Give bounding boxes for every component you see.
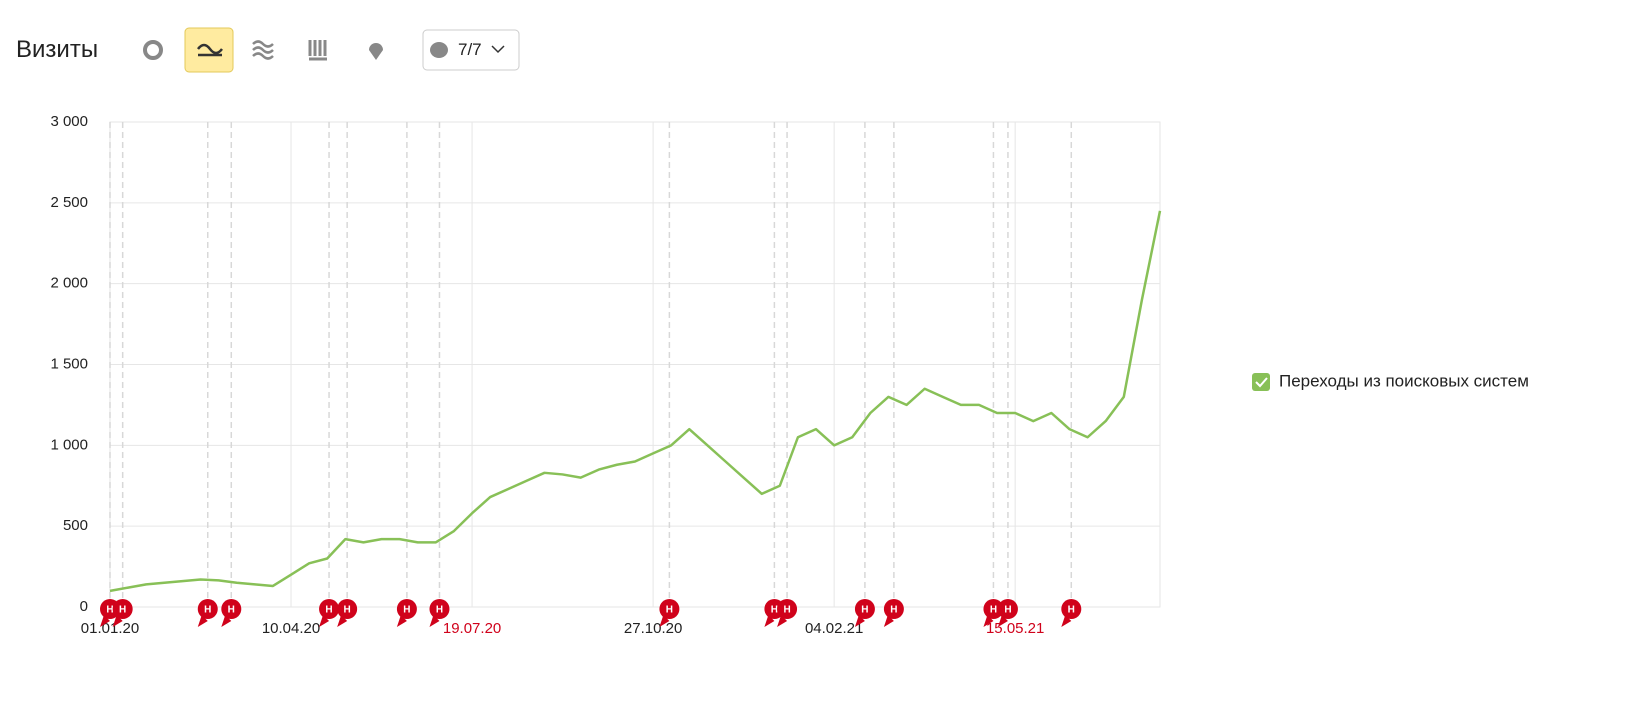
note-bubble <box>112 615 123 627</box>
bar-view[interactable] <box>308 40 327 61</box>
note-label: Н <box>436 605 443 616</box>
x-tick-label: 27.10.20 <box>624 620 682 637</box>
note-label: Н <box>228 605 235 616</box>
note-circle <box>777 599 798 619</box>
note-circle <box>1061 599 1082 619</box>
note-label: Н <box>666 605 673 616</box>
series-line <box>109 210 1162 593</box>
note-label: Н <box>106 605 113 616</box>
note-circle <box>337 599 358 619</box>
legend-check <box>1255 377 1268 388</box>
y-tick-label: 1 000 <box>50 436 88 453</box>
x-tick-label: 15.05.21 <box>986 620 1044 637</box>
note-bubble <box>1061 615 1072 627</box>
area-view[interactable] <box>252 40 274 60</box>
view-icons <box>143 27 520 73</box>
toolbar: Визиты 7/7 <box>0 0 1648 100</box>
notes-button[interactable] <box>422 29 520 71</box>
note-marker[interactable]: Н <box>112 599 133 627</box>
y-tick-label: 3 000 <box>50 113 88 130</box>
note-bubble <box>983 615 994 627</box>
note-marker[interactable]: Н <box>429 599 450 627</box>
note-circle <box>197 599 218 619</box>
note-marker[interactable]: Н <box>659 599 680 627</box>
note-bubble <box>197 615 208 627</box>
note-marker[interactable]: Н <box>197 599 218 627</box>
notes-count: 7/7 <box>458 40 482 59</box>
note-marker[interactable]: Н <box>997 599 1018 627</box>
note-bubble <box>659 615 670 627</box>
note-label: Н <box>119 605 126 616</box>
y-tick-label: 1 500 <box>50 355 88 372</box>
note-label: Н <box>204 605 211 616</box>
note-label: Н <box>990 605 997 616</box>
note-bubble <box>396 615 407 627</box>
note-label: Н <box>1068 605 1075 616</box>
note-label: Н <box>890 605 897 616</box>
note-marker[interactable]: Н <box>1061 599 1082 627</box>
note-bubble <box>854 615 865 627</box>
y-tick-label: 2 000 <box>50 275 88 292</box>
note-label: Н <box>403 605 410 616</box>
note-label: Н <box>783 605 790 616</box>
note-bubble <box>997 615 1008 627</box>
note-bubble <box>777 615 788 627</box>
note-bubble <box>221 615 232 627</box>
note-marker[interactable]: Н <box>983 599 1004 627</box>
pie-view[interactable] <box>143 40 163 60</box>
note-bubble <box>319 615 330 627</box>
legend-checkbox[interactable] <box>1252 373 1270 391</box>
note-circle <box>854 599 875 619</box>
note-marker[interactable]: Н <box>221 599 242 627</box>
note-bubble <box>883 615 894 627</box>
note-label: Н <box>1004 605 1011 616</box>
note-bubble <box>337 615 348 627</box>
note-bubble <box>100 615 110 627</box>
x-tick-label: 19.07.20 <box>443 620 501 637</box>
y-tick-label: 2 500 <box>50 194 88 211</box>
x-tick-label: 10.04.20 <box>262 620 320 637</box>
note-circle <box>997 599 1018 619</box>
x-tick-label: 01.01.20 <box>81 620 139 637</box>
note-marker[interactable]: Н <box>337 599 358 627</box>
legend-label: Переходы из поисковых систем <box>1279 371 1529 390</box>
y-tick-label: 0 <box>80 598 88 615</box>
note-circle <box>396 599 417 619</box>
note-label: Н <box>861 605 868 616</box>
note-label: Н <box>325 605 332 616</box>
note-bubble <box>429 615 440 627</box>
note-marker[interactable]: Н <box>319 599 340 627</box>
note-marker[interactable]: Н <box>396 599 417 627</box>
note-circle <box>112 599 133 619</box>
note-circle <box>319 599 340 619</box>
note-circle <box>883 599 904 619</box>
map-view[interactable] <box>369 43 383 60</box>
note-label: Н <box>771 605 778 616</box>
note-marker[interactable]: Н <box>777 599 798 627</box>
note-circle <box>221 599 242 619</box>
note-circle <box>983 599 1004 619</box>
note-bubble <box>764 615 775 627</box>
note-marker[interactable]: Н <box>854 599 875 627</box>
line-view[interactable] <box>184 27 234 73</box>
x-tick-label: 04.02.21 <box>805 620 863 637</box>
note-label: Н <box>344 605 351 616</box>
note-circle <box>429 599 450 619</box>
note-marker[interactable]: Н <box>883 599 904 627</box>
y-tick-label: 500 <box>63 517 88 534</box>
note-circle <box>659 599 680 619</box>
report-title: Визиты <box>16 36 99 63</box>
